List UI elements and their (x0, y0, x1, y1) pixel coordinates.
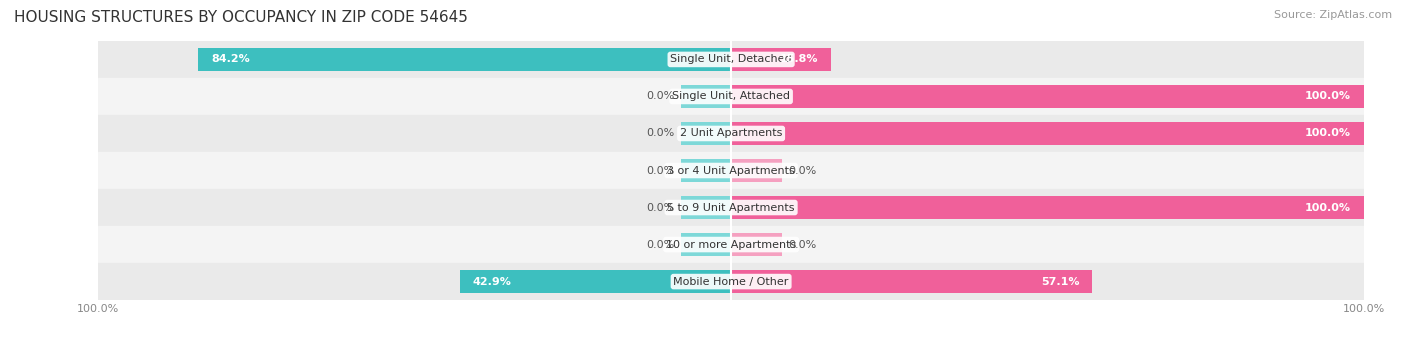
Text: Single Unit, Detached: Single Unit, Detached (671, 55, 792, 64)
Bar (681, 233, 731, 256)
Bar (460, 270, 731, 293)
Text: 5 to 9 Unit Apartments: 5 to 9 Unit Apartments (668, 203, 794, 212)
Text: 15.8%: 15.8% (780, 55, 818, 64)
Text: 0.0%: 0.0% (787, 165, 817, 176)
Text: Single Unit, Attached: Single Unit, Attached (672, 91, 790, 102)
Text: HOUSING STRUCTURES BY OCCUPANCY IN ZIP CODE 54645: HOUSING STRUCTURES BY OCCUPANCY IN ZIP C… (14, 10, 468, 25)
Text: 0.0%: 0.0% (645, 239, 675, 250)
Bar (731, 270, 1092, 293)
Text: 0.0%: 0.0% (787, 239, 817, 250)
Text: 42.9%: 42.9% (472, 277, 512, 286)
Bar (731, 233, 782, 256)
Bar (98, 115, 1364, 152)
Bar (731, 122, 1364, 145)
Bar (98, 78, 1364, 115)
Bar (681, 85, 731, 108)
Bar (731, 196, 1364, 219)
Text: 0.0%: 0.0% (645, 129, 675, 138)
Bar (98, 226, 1364, 263)
Bar (681, 196, 731, 219)
Bar (731, 159, 782, 182)
Text: 10 or more Apartments: 10 or more Apartments (666, 239, 796, 250)
Bar (731, 48, 831, 71)
Text: 0.0%: 0.0% (645, 91, 675, 102)
Bar (98, 152, 1364, 189)
Text: 0.0%: 0.0% (645, 165, 675, 176)
Bar (98, 189, 1364, 226)
Text: 0.0%: 0.0% (645, 203, 675, 212)
Bar (731, 85, 1364, 108)
Bar (198, 48, 731, 71)
Text: 100.0%: 100.0% (1305, 203, 1351, 212)
Text: 57.1%: 57.1% (1042, 277, 1080, 286)
Text: 3 or 4 Unit Apartments: 3 or 4 Unit Apartments (668, 165, 794, 176)
Text: 100.0%: 100.0% (1305, 91, 1351, 102)
Bar (681, 122, 731, 145)
Bar (681, 159, 731, 182)
Bar (98, 263, 1364, 300)
Bar (98, 41, 1364, 78)
Text: 84.2%: 84.2% (211, 55, 250, 64)
Text: 100.0%: 100.0% (1305, 129, 1351, 138)
Text: Mobile Home / Other: Mobile Home / Other (673, 277, 789, 286)
Text: 2 Unit Apartments: 2 Unit Apartments (681, 129, 782, 138)
Text: Source: ZipAtlas.com: Source: ZipAtlas.com (1274, 10, 1392, 20)
